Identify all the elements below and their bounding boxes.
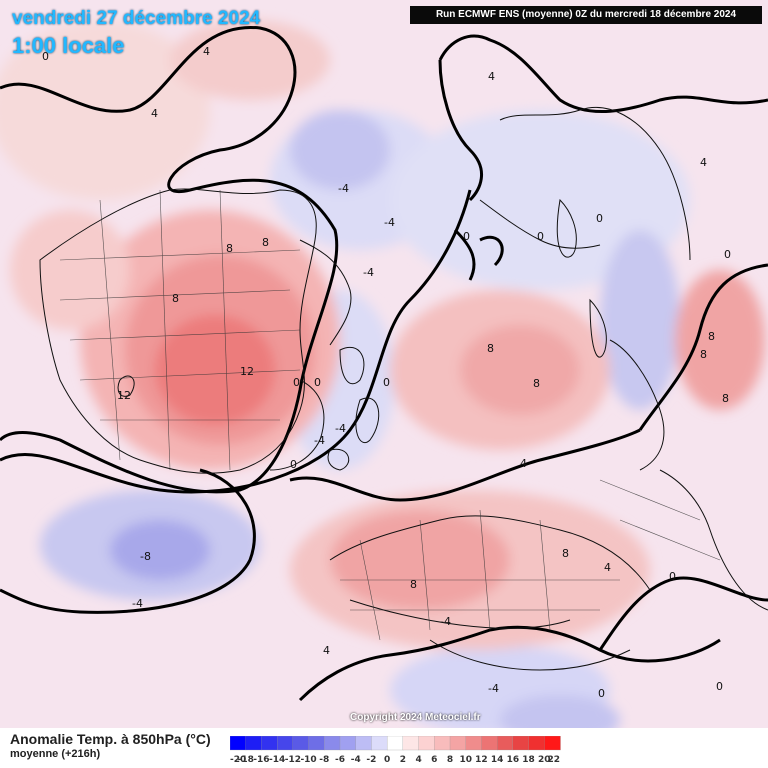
scale-swatch [261, 736, 278, 751]
contour-label: 8 [562, 547, 569, 560]
contour-label: 0 [293, 376, 300, 389]
scale-label: 20 [538, 755, 551, 765]
zero-contours [0, 26, 768, 702]
coastlines [39, 106, 768, 671]
forecast-time: 1:00 locale [12, 33, 125, 58]
scale-label: -8 [319, 755, 329, 765]
scale-label: -12 [285, 755, 301, 765]
scale-label: 18 [522, 755, 535, 765]
contour-label: -4 [440, 615, 451, 628]
contour-label: 4 [604, 561, 611, 574]
contour-label: 0 [290, 458, 297, 471]
scale-label: 22 [547, 755, 560, 765]
copyright: Copyright 2024 Meteociel.fr [350, 712, 481, 723]
scale-label: 10 [459, 755, 472, 765]
variable-title: Anomalie Temp. à 850hPa (°C) [10, 731, 211, 747]
anomaly-map: 4 4 0 4 -4 -4 -4 8 8 8 12 12 0 0 -4 -4 0… [0, 0, 768, 728]
scale-swatch [386, 736, 404, 751]
contour-label: -4 [132, 597, 143, 610]
contour-label: -4 [338, 182, 349, 195]
scale-swatch [245, 736, 263, 751]
scale-label: -16 [253, 755, 269, 765]
contour-label: 4 [151, 107, 158, 120]
scale-swatch [308, 736, 325, 751]
scale-label: 14 [491, 755, 504, 765]
contour-label: 12 [240, 365, 254, 378]
run-info: Run ECMWF ENS (moyenne) 0Z du mercredi 1… [410, 6, 762, 24]
contour-labels: 4 4 0 4 -4 -4 -4 8 8 8 12 12 0 0 -4 -4 0… [42, 45, 731, 700]
contour-label: 4 [700, 156, 707, 169]
contour-label: -4 [363, 266, 374, 279]
scale-label: -20 [230, 755, 246, 765]
borders [59, 189, 721, 641]
contour-label: -4 [335, 422, 346, 435]
contour-label: 8 [700, 348, 707, 361]
scale-swatch [292, 736, 310, 751]
scale-swatch [276, 736, 294, 751]
contour-label: 8 [172, 292, 179, 305]
contour-label: 8 [262, 236, 269, 249]
scale-label: -4 [351, 755, 361, 765]
contour-label: 0 [42, 50, 49, 63]
scale-swatch [355, 736, 373, 751]
contour-label: -8 [140, 550, 151, 563]
contour-label: 0 [724, 248, 731, 261]
scale-swatch [324, 736, 341, 751]
scale-label: -2 [366, 755, 376, 765]
scale-swatch [496, 736, 514, 751]
contour-label: 4 [520, 457, 527, 470]
scale-label: -10 [300, 755, 316, 765]
scale-label: 12 [475, 755, 488, 765]
scale-swatch [449, 736, 467, 751]
scale-label: 2 [400, 755, 406, 765]
contour-label: 8 [226, 242, 233, 255]
scale-swatch [402, 736, 420, 751]
scale-label: 4 [415, 755, 421, 765]
scale-label: -18 [238, 755, 254, 765]
contour-label: 8 [487, 342, 494, 355]
scale-swatch [544, 736, 561, 751]
scale-swatch [528, 736, 545, 751]
scale-swatch [371, 736, 388, 751]
contour-label: 4 [323, 644, 330, 657]
contour-label: 8 [708, 330, 715, 343]
contour-label: -4 [384, 216, 395, 229]
contour-label: 4 [203, 45, 210, 58]
contour-label: 0 [537, 230, 544, 243]
forecast-date: vendredi 27 décembre 2024 [12, 8, 261, 29]
contour-label: 0 [314, 376, 321, 389]
contour-label: 0 [716, 680, 723, 693]
contour-label: 0 [598, 687, 605, 700]
scale-swatch [418, 736, 435, 751]
variable-subtitle: moyenne (+216h) [10, 748, 101, 760]
scale-swatch [230, 736, 247, 751]
contour-label: 4 [488, 70, 495, 83]
scale-swatch [465, 736, 483, 751]
scale-swatch [512, 736, 530, 751]
contour-label: 8 [410, 578, 417, 591]
contour-label: 0 [463, 230, 470, 243]
scale-swatch [481, 736, 498, 751]
contour-label: 0 [596, 212, 603, 225]
contour-label: -4 [314, 434, 325, 447]
scale-label: 8 [447, 755, 453, 765]
scale-swatch [434, 736, 451, 751]
scale-swatch [339, 736, 357, 751]
contour-label: 8 [722, 392, 729, 405]
contour-label: 0 [383, 376, 390, 389]
scale-label: 16 [507, 755, 520, 765]
contour-label: 8 [533, 377, 540, 390]
color-scale: -20-18 -16 -14 -12 -10 -8 -6 -4 -2 0 2 4 6 8 10 12 14 16 1… [230, 736, 561, 765]
scale-label: 6 [431, 755, 437, 765]
contour-label: 0 [669, 570, 676, 583]
scale-label: 0 [384, 755, 390, 765]
contour-label: -4 [488, 682, 499, 695]
scale-label: -14 [269, 755, 285, 765]
contour-label: 12 [117, 389, 131, 402]
scale-label: -6 [335, 755, 345, 765]
